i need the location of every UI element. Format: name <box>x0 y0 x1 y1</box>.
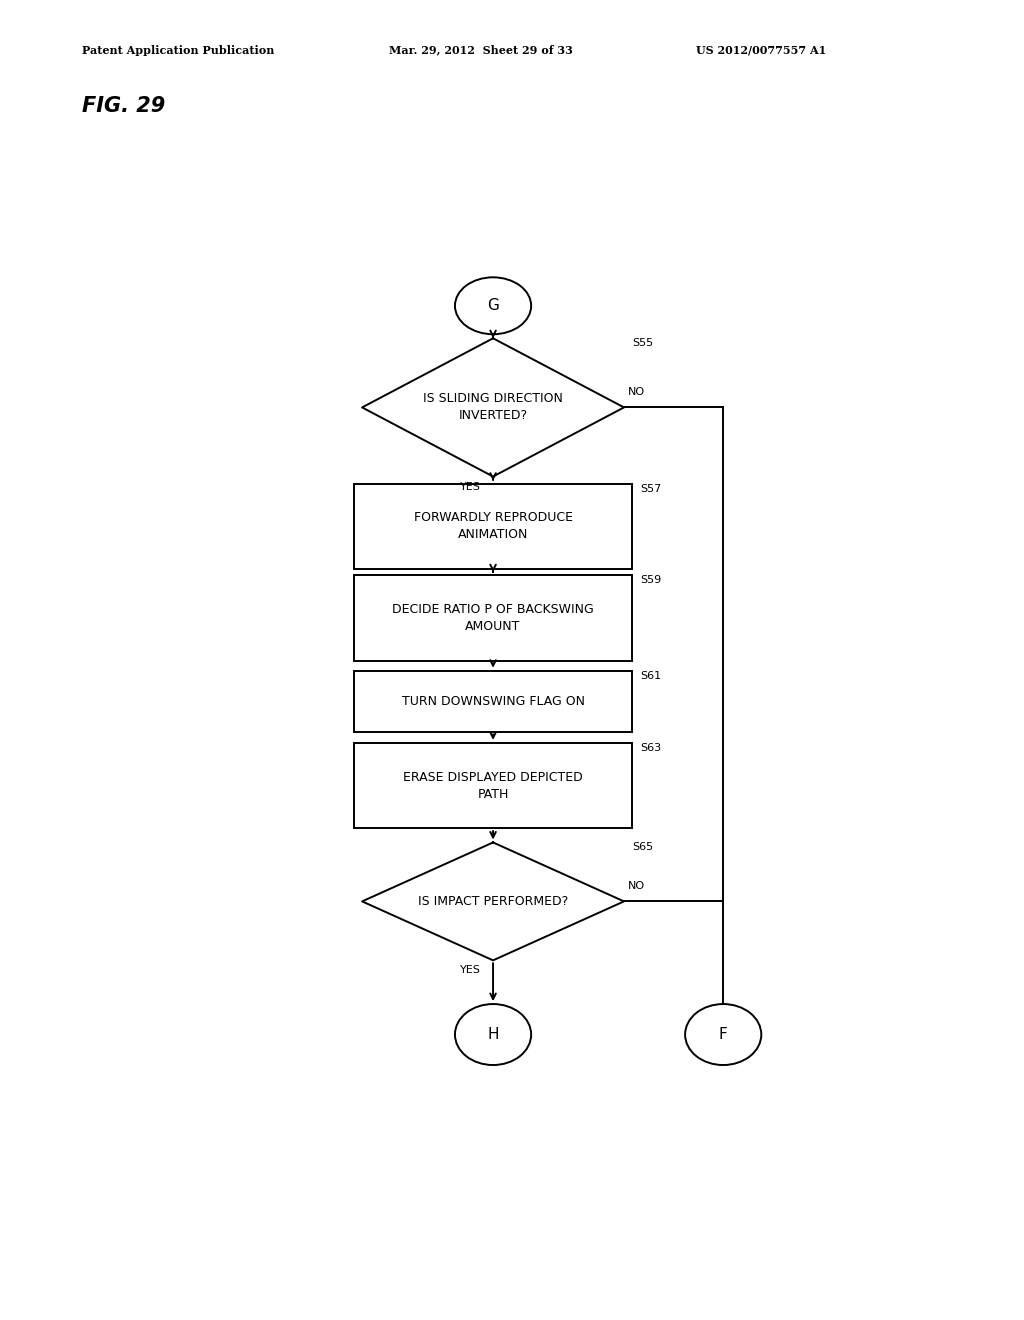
Text: F: F <box>719 1027 728 1041</box>
Text: NO: NO <box>628 882 645 891</box>
Text: S63: S63 <box>640 743 662 752</box>
Text: YES: YES <box>460 482 481 491</box>
Text: S57: S57 <box>640 483 662 494</box>
Text: S59: S59 <box>640 576 662 585</box>
Text: FORWARDLY REPRODUCE
ANIMATION: FORWARDLY REPRODUCE ANIMATION <box>414 511 572 541</box>
Text: IS SLIDING DIRECTION
INVERTED?: IS SLIDING DIRECTION INVERTED? <box>423 392 563 422</box>
Text: Mar. 29, 2012  Sheet 29 of 33: Mar. 29, 2012 Sheet 29 of 33 <box>389 45 573 55</box>
Text: S65: S65 <box>632 842 653 853</box>
Text: DECIDE RATIO P OF BACKSWING
AMOUNT: DECIDE RATIO P OF BACKSWING AMOUNT <box>392 603 594 632</box>
Text: S55: S55 <box>632 338 653 348</box>
Text: TURN DOWNSWING FLAG ON: TURN DOWNSWING FLAG ON <box>401 694 585 708</box>
Text: H: H <box>487 1027 499 1041</box>
Bar <box>354 743 632 828</box>
Text: IS IMPACT PERFORMED?: IS IMPACT PERFORMED? <box>418 895 568 908</box>
Bar <box>354 576 632 660</box>
Text: G: G <box>487 298 499 313</box>
Text: Patent Application Publication: Patent Application Publication <box>82 45 274 55</box>
Bar <box>354 483 632 569</box>
Bar <box>354 671 632 731</box>
Text: ERASE DISPLAYED DEPICTED
PATH: ERASE DISPLAYED DEPICTED PATH <box>403 771 583 800</box>
Text: US 2012/0077557 A1: US 2012/0077557 A1 <box>696 45 826 55</box>
Text: YES: YES <box>460 965 481 975</box>
Text: S61: S61 <box>640 671 662 681</box>
Text: FIG. 29: FIG. 29 <box>82 95 165 116</box>
Text: NO: NO <box>628 387 645 397</box>
